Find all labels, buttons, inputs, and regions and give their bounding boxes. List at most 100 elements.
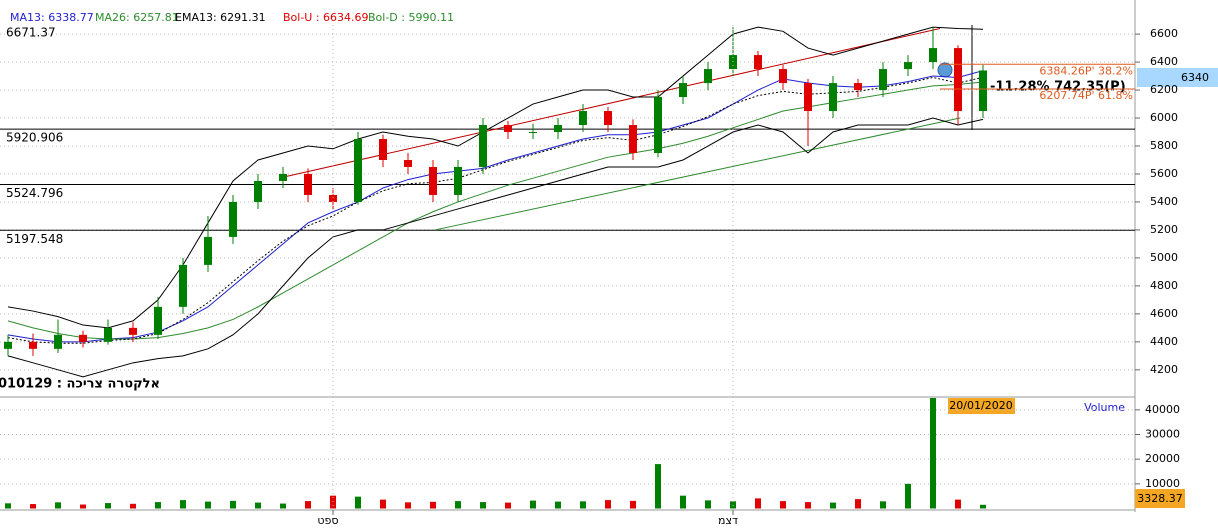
indicator-line [7,26,984,329]
candle-body [529,132,537,134]
volume-bar [155,502,161,509]
volume-bar [805,502,811,509]
y-tick-label: 5400 [1150,195,1178,208]
candle-body [204,236,212,265]
candle-body [854,83,862,91]
legend-entry: Bol-D : 5990.11 [368,11,454,24]
x-tick-label: דצמ [718,514,738,527]
candle-body [954,48,962,112]
volume-tick-label: 40000 [1145,403,1180,416]
y-tick-label: 4400 [1150,335,1178,348]
price-panel [0,26,1135,378]
volume-bar [105,503,111,509]
volume-bar [130,503,136,509]
volume-bar [755,498,761,509]
volume-bar [230,500,236,509]
volume-bar [980,504,986,509]
candle-body [229,201,237,237]
volume-bar [905,483,911,509]
y-tick-label: 6400 [1150,55,1178,68]
candle-body [454,166,462,195]
volume-bar [180,500,186,509]
candle-body [929,48,937,63]
candle-body [429,166,437,195]
volume-tick-label: 10000 [1145,477,1180,490]
candle-body [79,334,87,342]
volume-bar [855,499,861,509]
volume-bar [430,501,436,509]
candle-body [379,139,387,160]
candle-body [504,125,512,133]
volume-bar [830,502,836,509]
candle-body [329,194,337,202]
cursor-dot [937,62,953,78]
volume-bar [580,501,586,509]
volume-bar [305,501,311,509]
volume-bar [380,499,386,509]
y-tick-label: 5800 [1150,139,1178,152]
volume-bar [680,495,686,509]
candle-body [354,139,362,202]
volume-bar [480,502,486,509]
candle-body [754,55,762,70]
trend-line [434,117,961,231]
volume-bar [205,501,211,509]
volume-bar [355,496,361,509]
volume-marker: 3328.37 [1137,492,1183,505]
volume-bar [30,504,36,509]
candle-body [29,341,37,349]
legend-entry: MA26: 6257.81 [95,11,179,24]
candle-body [579,111,587,126]
volume-bar [255,502,261,509]
volume-bar [655,464,661,509]
candle-body [779,69,787,84]
candle-body [804,83,812,112]
level-label: 5524.796 [6,186,63,200]
candle-body [279,173,287,181]
candle-body [54,334,62,349]
volume-bar [930,398,936,509]
volume-panel [0,398,1135,509]
candle-body [254,180,262,202]
price-marker-box [1137,68,1218,87]
volume-bar [330,495,336,509]
candle-body [554,125,562,133]
level-label: 5920.906 [6,131,63,145]
volume-bar [405,502,411,509]
candle-body [404,159,412,167]
y-tick-label: 5200 [1150,223,1178,236]
volume-bar [280,503,286,509]
level-label: 6671.37 [6,26,56,40]
candle-body [154,306,162,335]
candle-body [654,97,662,153]
candle-body [4,341,12,349]
candle-body [904,62,912,70]
instrument-title: 05010129 : אלקטרה צריכה [0,377,160,392]
candle-body [879,69,887,91]
volume-bar [780,501,786,509]
fib-change: -11.28% 742.35(P) [990,80,1126,95]
candle-body [979,70,987,112]
candle-body [604,111,612,126]
volume-bar [80,504,86,509]
date-label: 20/01/2020 [949,399,1012,412]
candle-body [179,264,187,307]
candle-body [729,55,737,70]
volume-bar [705,500,711,509]
candle-body [679,83,687,98]
y-tick-label: 5600 [1150,167,1178,180]
volume-bar [505,502,511,509]
volume-bar [5,503,11,509]
volume-bar [55,502,61,509]
x-tick-label: ספט [317,514,338,527]
y-tick-label: 4800 [1150,279,1178,292]
level-label: 5197.548 [6,232,63,246]
legend-entry: MA13: 6338.77 [10,11,94,24]
volume-marker-box [1135,489,1185,508]
y-tick-label: 5000 [1150,251,1178,264]
legend-entry: Bol-U : 6634.69 [283,11,369,24]
y-tick-label: 4600 [1150,307,1178,320]
candle-body [829,83,837,112]
